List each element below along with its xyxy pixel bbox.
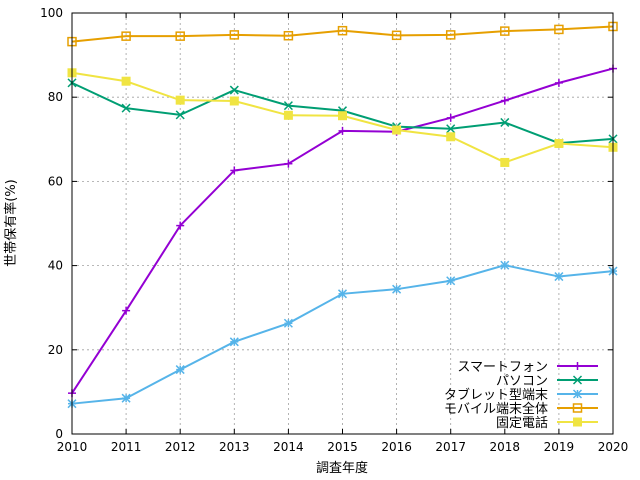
data-point (554, 78, 563, 87)
series-1 (68, 64, 617, 398)
data-point (446, 276, 456, 286)
data-point (391, 30, 402, 41)
legend-label: タブレット型端末 (444, 387, 548, 403)
legend-label: モバイル端末全体 (444, 401, 548, 417)
data-point (392, 284, 402, 294)
data-point (283, 318, 293, 328)
data-point (121, 31, 131, 41)
data-point (500, 26, 510, 36)
legend-label: スマートフォン (457, 360, 548, 375)
x-tick-label: 2012 (165, 440, 196, 454)
series-3 (67, 260, 618, 409)
y-axis-title: 世帯保有率(%) (3, 179, 19, 267)
data-point (175, 95, 185, 105)
data-point (175, 365, 185, 375)
data-point (554, 272, 564, 282)
tick-labels: 2010 2011 2012 2013 2014 2015 2016 2017 2018 2019… (40, 6, 628, 454)
legend-label: パソコン (496, 374, 548, 389)
data-point (175, 31, 185, 41)
data-point (176, 221, 185, 230)
data-point (230, 166, 239, 175)
x-tick-label: 2019 (544, 440, 575, 454)
y-tick-label: 0 (55, 427, 63, 441)
data-point (446, 124, 456, 134)
x-axis-title: 調査年度 (316, 460, 368, 476)
data-point (122, 306, 131, 315)
data-point (446, 113, 455, 122)
legend-marker (573, 362, 582, 370)
data-point (500, 157, 510, 167)
x-tick-label: 2016 (381, 440, 412, 454)
legend-entry: モバイル端末全体 (444, 401, 598, 417)
y-tick-label: 40 (48, 259, 63, 273)
data-point (337, 289, 348, 299)
x-tick-label: 2015 (327, 440, 358, 454)
data-point (554, 139, 564, 149)
legend-entry: スマートフォン (457, 360, 598, 375)
data-point (283, 110, 293, 120)
x-tick-label: 2011 (111, 440, 142, 454)
legend-entry: パソコン (496, 374, 598, 389)
x-tick-label: 2010 (57, 440, 88, 454)
data-point (283, 30, 294, 41)
y-tick-label: 80 (48, 90, 63, 104)
data-point (121, 76, 131, 86)
data-point (500, 260, 510, 270)
legend-label: 固定電話 (496, 415, 548, 431)
data-point (121, 103, 131, 113)
data-point (392, 125, 402, 135)
legend-marker (572, 403, 583, 413)
x-tick-label: 2018 (490, 440, 521, 454)
data-point (445, 30, 456, 40)
data-point (500, 96, 509, 105)
legend-entry: 固定電話 (496, 415, 598, 431)
legend-marker (572, 389, 583, 399)
y-tick-label: 20 (48, 343, 63, 357)
data-point (229, 30, 240, 40)
data-point (283, 101, 293, 111)
y-tick-label: 100 (40, 6, 63, 20)
x-tick-label: 2017 (435, 440, 466, 454)
data-point (229, 337, 239, 347)
grid (72, 13, 613, 434)
data-point (229, 96, 239, 106)
legend-marker (573, 417, 582, 427)
data-point (284, 159, 293, 168)
series-4 (67, 21, 618, 47)
x-tick-label: 2020 (598, 440, 629, 454)
legend-entry: タブレット型端末 (444, 387, 598, 403)
data-point (554, 24, 564, 35)
data-point (229, 85, 239, 95)
x-tick-label: 2014 (273, 440, 304, 454)
data-point (121, 393, 131, 403)
data-point (500, 117, 510, 127)
data-point (338, 126, 347, 135)
data-point (175, 110, 185, 120)
data-point (446, 132, 456, 142)
legend-marker (572, 375, 583, 385)
data-point (337, 25, 348, 36)
data-point (338, 111, 347, 121)
series-line (71, 25, 614, 43)
y-tick-label: 60 (48, 174, 63, 188)
x-tick-label: 2013 (219, 440, 250, 454)
